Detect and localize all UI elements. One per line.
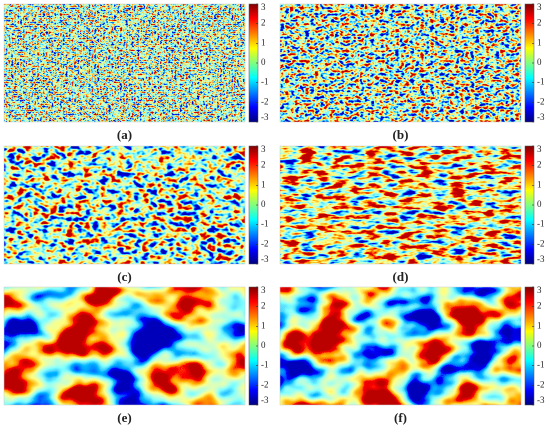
image-frame [3,3,246,123]
colorbar-tick-label: -1 [537,360,545,370]
colorbar-tick-label: 1 [261,37,266,47]
panel-label: (f) [394,410,407,425]
colorbar-tick-label: -3 [261,254,269,264]
image-frame [3,286,246,406]
colorbar-tick-label: 1 [537,37,542,47]
image-frame [279,3,522,123]
panel-label: (a) [117,127,132,142]
colorbar-tick-label: 0 [537,57,542,67]
colorbar-tick-label: 3 [537,144,542,154]
image-frame [279,145,522,265]
colorbar-tick-label: 1 [537,320,542,330]
colorbar-tick-label: -1 [261,219,269,229]
colorbar-tick-label: -3 [261,395,269,405]
colorbar-tick-label: -1 [261,360,269,370]
colorbar-tick-label: 2 [261,160,266,170]
colorbar-tick-label: -2 [537,238,545,248]
colorbar-tick-label: 0 [261,199,266,209]
panel-label: (c) [117,269,131,284]
panel-label: (e) [117,410,131,425]
colorbar-tick-label: -2 [261,379,269,389]
colorbar-tick-label: -1 [261,77,269,87]
heatmap-image [4,146,245,264]
colorbar-tick-label: 3 [537,2,542,12]
panel-label: (b) [393,127,409,142]
colorbar-tick-label: 1 [537,179,542,189]
colorbar-tick-label: -3 [261,112,269,122]
colorbar-tick-label: 0 [261,340,266,350]
colorbar-tick-label: 2 [537,160,542,170]
colorbar-tick-label: -3 [537,254,545,264]
colorbar-tick-label: 2 [261,18,266,28]
colorbar-tick-label: 3 [261,144,266,154]
colorbar-tick-label: -2 [261,96,269,106]
heatmap-image [4,287,245,405]
colorbar-tick-label: 3 [261,285,266,295]
image-frame [279,286,522,406]
colorbar-tick-label: 2 [261,301,266,311]
heatmap-image [280,287,521,405]
panel-label: (d) [393,269,409,284]
colorbar-tick-label: -3 [537,395,545,405]
heatmap-image [4,4,245,122]
colorbar-tick-label: -1 [537,219,545,229]
heatmap-image [280,146,521,264]
colorbar-tick-label: -2 [537,379,545,389]
colorbar-tick-label: 0 [261,57,266,67]
colorbar-tick-label: -1 [537,77,545,87]
heatmap-image [280,4,521,122]
image-frame [3,145,246,265]
colorbar-tick-label: 1 [261,179,266,189]
colorbar-tick-label: -2 [537,96,545,106]
colorbar-tick-label: 0 [537,340,542,350]
colorbar-tick-label: 1 [261,320,266,330]
colorbar-tick-label: -3 [537,112,545,122]
colorbar-tick-label: 2 [537,301,542,311]
colorbar-tick-label: 0 [537,199,542,209]
colorbar-tick-label: 3 [537,285,542,295]
colorbar-tick-label: -2 [261,238,269,248]
colorbar-tick-label: 3 [261,2,266,12]
colorbar-tick-label: 2 [537,18,542,28]
